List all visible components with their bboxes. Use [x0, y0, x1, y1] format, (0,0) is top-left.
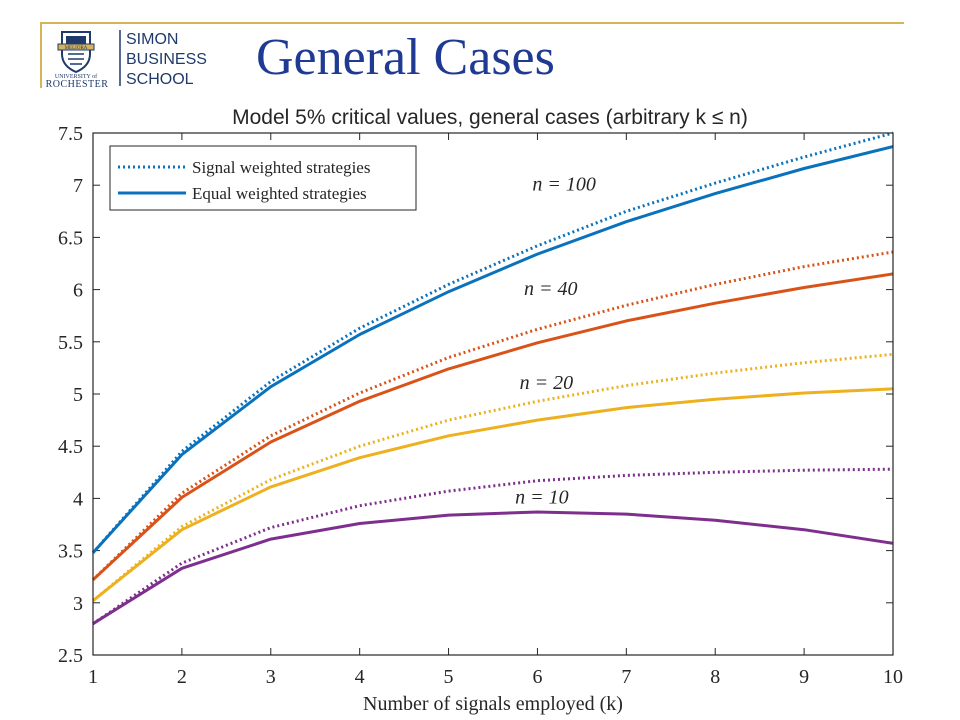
legend-label-signal-weighted: Signal weighted strategies [192, 158, 370, 177]
slide-title: General Cases [256, 29, 555, 86]
y-tick-label: 4 [73, 488, 83, 510]
legend: Signal weighted strategies Equal weighte… [109, 145, 417, 211]
plot-area-frame [92, 132, 894, 656]
seal-text: MELIORA [65, 46, 88, 51]
header-rule-vertical [40, 22, 42, 88]
legend-box [109, 145, 417, 211]
x-tick-label: 9 [799, 666, 809, 688]
y-tick-label: 5 [73, 384, 83, 406]
y-tick-label: 3.5 [58, 541, 83, 563]
chart-title: Model 5% critical values, general cases … [232, 106, 748, 129]
x-tick-label: 1 [88, 666, 98, 688]
x-axis-label: Number of signals employed (k) [363, 693, 623, 715]
header-rule [40, 22, 904, 24]
series-line-n40-equal-weighted [91, 272, 894, 581]
x-tick-label: 3 [266, 666, 276, 688]
logo-university-of: UNIVERSITY of [55, 73, 97, 80]
annotation-n40: n = 40 [524, 278, 578, 300]
y-tick-label: 6.5 [58, 227, 83, 249]
x-tick-label: 6 [532, 666, 542, 688]
series-line-n10-equal-weighted [92, 510, 894, 625]
y-tick-label: 5.5 [58, 332, 83, 354]
y-tick-label: 2.5 [58, 645, 83, 667]
series-line-n100-equal-weighted [91, 145, 894, 554]
logo-business: BUSINESS [126, 51, 207, 68]
logo-simon: SIMON [126, 31, 178, 48]
annotation-n10: n = 10 [515, 487, 569, 509]
annotation-n20: n = 20 [520, 372, 574, 394]
legend-label-equal-weighted: Equal weighted strategies [192, 184, 367, 203]
x-tick-label: 10 [883, 666, 903, 688]
series-line-n40-signal-weighted [91, 250, 894, 581]
university-seal-icon: MELIORA [57, 31, 95, 74]
x-tick-label: 2 [177, 666, 187, 688]
y-tick-label: 4.5 [58, 436, 83, 458]
logo-rochester: ROCHESTER [46, 79, 109, 90]
y-tick-label: 7.5 [58, 123, 83, 145]
y-tick-label: 6 [73, 280, 83, 302]
school-logo: MELIORA UNIVERSITY of ROCHESTER SIMON BU… [46, 30, 207, 90]
logo-school: SCHOOL [126, 71, 194, 88]
y-tick-label: 7 [73, 175, 83, 197]
series-line-n20-equal-weighted [92, 387, 894, 602]
series-line-n20-signal-weighted [92, 352, 894, 602]
y-tick-label: 3 [73, 593, 83, 615]
series-line-n10-signal-weighted [92, 467, 894, 625]
x-tick-label: 5 [444, 666, 454, 688]
x-tick-label: 8 [710, 666, 720, 688]
x-tick-label: 4 [355, 666, 365, 688]
annotation-n100: n = 100 [532, 173, 596, 195]
series-line-n100-signal-weighted [91, 131, 894, 554]
x-tick-label: 7 [621, 666, 631, 688]
